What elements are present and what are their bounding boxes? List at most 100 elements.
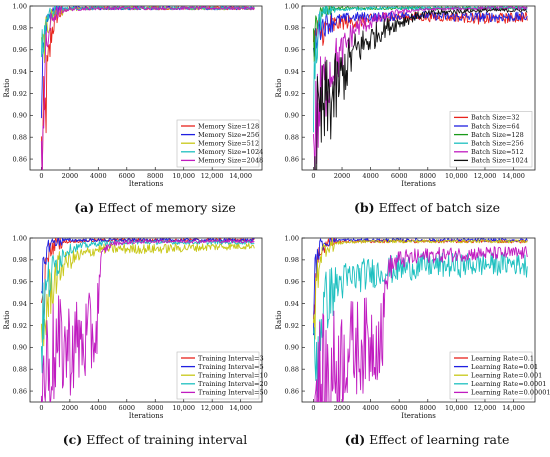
x-tick-label: 10,000 — [172, 404, 195, 412]
x-tick-label: 2000 — [334, 172, 351, 180]
x-tick-label: 0 — [39, 404, 43, 412]
x-tick-label: 0 — [311, 404, 315, 412]
caption-a: (a) Effect of memory size — [74, 200, 236, 215]
y-tick-label: 0.88 — [13, 134, 27, 142]
series-line-3 — [40, 242, 255, 347]
y-axis-label: Ratio — [275, 311, 283, 330]
series-line-3 — [312, 238, 528, 340]
chart-panel-3: 0.86 0.88 0.90 0.92 0.94 0.96 0.98 1.00 0 2000 400… — [3, 234, 268, 420]
legend-label: Batch Size=64 — [471, 122, 520, 130]
y-tick-label: 0.94 — [13, 68, 27, 76]
legend-label: Batch Size=512 — [471, 148, 524, 156]
x-tick-label: 8000 — [147, 404, 164, 412]
series-line-5 — [40, 239, 255, 402]
y-tick-label: 0.94 — [285, 300, 299, 308]
y-tick-label: 0.96 — [13, 278, 27, 286]
y-tick-label: 0.96 — [285, 278, 299, 286]
y-tick-label: 0.96 — [285, 46, 299, 54]
y-tick-label: 0.90 — [13, 344, 27, 352]
legend-label: Learning Rate=0.0001 — [471, 380, 546, 388]
y-tick-label: 1.00 — [13, 2, 27, 10]
y-tick-label: 0.98 — [13, 24, 27, 32]
y-axis-label: Ratio — [275, 79, 283, 98]
caption-b: (b) Effect of batch size — [354, 200, 500, 215]
legend-label: Batch Size=128 — [471, 131, 524, 139]
y-tick-label: 0.90 — [285, 112, 299, 120]
legend-label: Training Interval=5 — [198, 363, 264, 371]
legend-label: Batch Size=32 — [471, 114, 520, 122]
x-tick-label: 14,000 — [502, 404, 525, 412]
x-tick-label: 6000 — [391, 172, 408, 180]
x-axis-label: Iterations — [129, 412, 164, 420]
legend-label: Memory Size=2048 — [198, 157, 263, 165]
y-tick-label: 1.00 — [13, 234, 27, 242]
legend-label: Training Interval=3 — [198, 354, 264, 362]
x-tick-label: 4000 — [90, 172, 107, 180]
legend-label: Batch Size=1024 — [471, 157, 528, 165]
legend-label: Memory Size=1024 — [198, 148, 263, 156]
x-tick-label: 6000 — [119, 172, 136, 180]
x-axis-label: Iterations — [401, 412, 436, 420]
y-tick-label: 0.92 — [285, 90, 299, 98]
series-line-2 — [40, 6, 255, 119]
plot-frame — [29, 5, 263, 171]
caption-c: (c) Effect of training interval — [62, 432, 248, 447]
series-line-4 — [40, 239, 255, 374]
x-tick-label: 8000 — [420, 172, 437, 180]
plot-frame — [301, 237, 536, 403]
y-axis-label: Ratio — [3, 311, 11, 330]
legend-label: Training Interval=10 — [198, 372, 268, 380]
series-line-6 — [314, 8, 528, 170]
x-tick-label: 14,000 — [502, 172, 525, 180]
y-tick-label: 0.98 — [13, 256, 27, 264]
legend-box — [449, 111, 533, 168]
x-tick-label: 14,000 — [229, 404, 252, 412]
caption-d: (d) Effect of learning rate — [344, 432, 510, 447]
series-line-4 — [40, 6, 255, 58]
x-tick-label: 2000 — [334, 404, 351, 412]
y-tick-label: 0.92 — [13, 322, 27, 330]
y-tick-label: 0.94 — [13, 300, 27, 308]
legend-label: Learning Rate=0.1 — [471, 354, 534, 362]
x-tick-label: 12,000 — [474, 404, 497, 412]
y-tick-label: 1.00 — [285, 234, 299, 242]
x-tick-label: 0 — [39, 172, 43, 180]
legend-label: Memory Size=256 — [198, 131, 259, 139]
legend-label: Memory Size=512 — [198, 140, 259, 148]
series-line-2 — [40, 238, 255, 294]
y-tick-label: 0.86 — [285, 155, 299, 163]
legend-label: Batch Size=256 — [471, 140, 524, 148]
x-tick-label: 6000 — [391, 404, 408, 412]
y-tick-label: 0.88 — [285, 366, 299, 374]
legend-label: Training Interval=20 — [198, 380, 268, 388]
series-line-5 — [314, 246, 528, 402]
y-tick-label: 1.00 — [285, 2, 299, 10]
x-tick-label: 10,000 — [445, 172, 468, 180]
y-tick-label: 0.86 — [13, 155, 27, 163]
x-tick-label: 12,000 — [201, 404, 224, 412]
x-tick-label: 12,000 — [201, 172, 224, 180]
y-tick-label: 0.98 — [285, 24, 299, 32]
y-tick-label: 0.88 — [285, 134, 299, 142]
x-tick-label: 8000 — [147, 172, 164, 180]
x-tick-label: 4000 — [362, 172, 379, 180]
x-tick-label: 2000 — [62, 404, 79, 412]
y-tick-label: 0.90 — [13, 112, 27, 120]
series-line-4 — [312, 6, 528, 133]
x-axis-label: Iterations — [401, 180, 436, 188]
series-line-5 — [40, 6, 255, 170]
x-tick-label: 2000 — [62, 172, 79, 180]
plot-frame — [301, 5, 536, 171]
series-line-3 — [40, 6, 255, 64]
x-tick-label: 4000 — [90, 404, 107, 412]
series-line-4 — [312, 252, 528, 398]
x-tick-label: 10,000 — [445, 404, 468, 412]
y-tick-label: 0.90 — [285, 344, 299, 352]
x-tick-label: 6000 — [119, 404, 136, 412]
y-tick-label: 0.86 — [285, 387, 299, 395]
x-tick-label: 14,000 — [229, 172, 252, 180]
legend-label: Memory Size=128 — [198, 122, 259, 130]
